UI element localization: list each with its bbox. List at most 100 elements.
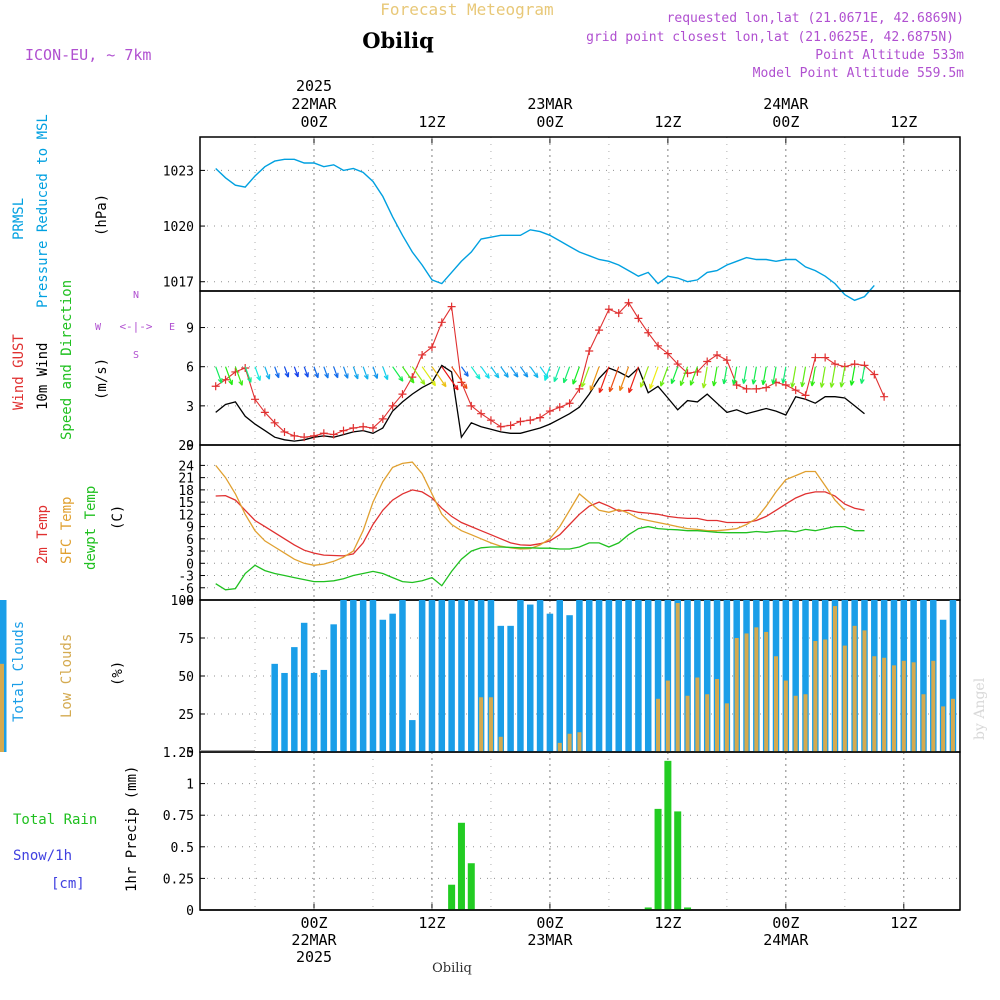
cloud-label-low: Low Clouds <box>59 634 75 718</box>
wind-direction-arrow <box>441 366 459 391</box>
total-cloud-bar <box>271 663 278 752</box>
total-cloud-bar <box>409 720 416 752</box>
wind-gust-marker <box>359 422 368 431</box>
wind-direction-arrow <box>460 366 469 377</box>
total-cloud-bar <box>369 600 377 752</box>
total-cloud-bar <box>949 600 957 752</box>
low-cloud-bar <box>0 663 4 752</box>
top-axis-label: 00Z <box>772 113 799 131</box>
precip-labels: Total Rain Snow/1h [cm] 1hr Precip (mm) <box>13 766 140 892</box>
total-cloud-bar <box>497 625 505 752</box>
total-cloud-bar <box>782 600 790 752</box>
total-cloud-bar <box>399 600 406 752</box>
wind-direction-arrow <box>771 366 777 385</box>
temperature-ytick-label: -3 <box>178 570 194 585</box>
total-cloud-bar <box>723 600 731 752</box>
wind-direction-arrow <box>722 366 728 385</box>
wind-direction-arrow <box>451 366 468 390</box>
wind-gust-marker <box>545 407 554 416</box>
wind-panel: 0 3 6 9 <box>186 290 961 454</box>
wind-gust-marker <box>742 384 751 393</box>
precip-label-cm: [cm] <box>51 876 85 892</box>
wind-direction-arrow <box>392 366 404 382</box>
wind-direction-arrow <box>711 366 718 387</box>
wind-direction-arrow <box>352 366 359 380</box>
low-cloud-bar <box>774 656 779 752</box>
wind-direction-arrow <box>589 366 600 391</box>
bottom-axis-label: 00Z <box>772 914 799 932</box>
low-cloud-bar <box>803 694 808 752</box>
temperature-ytick-label: 18 <box>178 484 194 499</box>
pressure-frame <box>199 136 961 292</box>
wind-direction-arrow <box>500 366 509 378</box>
wind-gust-marker <box>427 343 436 352</box>
compass-w: W <box>95 322 102 333</box>
bottom-axis-label: 2025 <box>296 948 332 966</box>
wind-direction-arrow <box>382 366 389 381</box>
top-axis-label: 12Z <box>890 113 917 131</box>
total-cloud-bar <box>477 600 485 752</box>
low-cloud-bar <box>665 680 670 752</box>
pressure-panel: 1017 1020 1023 <box>163 136 961 302</box>
wind-direction-arrow <box>562 366 571 384</box>
wind-direction-arrow <box>421 366 437 387</box>
low-cloud-bar <box>941 706 946 752</box>
wind-gust-marker <box>221 375 230 384</box>
total-cloud-bar <box>527 604 534 752</box>
wind-gust-marker <box>319 429 328 438</box>
precip-bar <box>654 808 662 910</box>
temperature-ytick-label: 12 <box>178 508 194 523</box>
wind-gust-marker <box>595 326 604 335</box>
low-cloud-bar <box>813 641 818 752</box>
wind-direction-arrow <box>480 366 490 379</box>
total-cloud-bar <box>517 600 524 752</box>
top-axis-label: 12Z <box>654 113 681 131</box>
clouds-ytick-label: 75 <box>178 632 194 647</box>
grid-point-coords: grid point closest lon,lat (21.0625E, 42… <box>586 30 954 45</box>
pressure-series-line <box>215 158 875 302</box>
wind-ytick-label: 3 <box>186 400 194 415</box>
wind-gust-marker <box>329 430 338 439</box>
total-cloud-bar <box>320 669 328 752</box>
top-axis-label: 22MAR <box>291 95 337 113</box>
total-cloud-bar <box>300 622 308 752</box>
wind-unit: (m/s) <box>94 358 110 400</box>
low-cloud-bar <box>567 733 572 752</box>
wind-direction-arrow <box>411 366 426 385</box>
panels-area: 1017102010230369-9-6-3036912151821242902… <box>0 136 961 919</box>
low-cloud-bar <box>695 677 700 752</box>
wind-direction-arrow <box>701 366 708 389</box>
wind-gust-marker <box>693 367 702 376</box>
low-cloud-bar <box>734 638 739 752</box>
wind-gust-marker <box>575 384 584 393</box>
wind-gust-marker <box>368 424 377 433</box>
low-cloud-bar <box>488 697 493 752</box>
total-cloud-bar <box>635 600 642 752</box>
wind-ytick-label: 6 <box>186 361 194 376</box>
wind-gust-marker <box>624 298 633 307</box>
precip-bar <box>664 760 672 910</box>
wind-gust-marker <box>349 424 358 433</box>
wind-gust-marker <box>516 417 525 426</box>
precip-panel: 0 0.25 0.5 0.75 1 1.25 <box>163 746 961 919</box>
wind-gust-marker <box>418 350 427 359</box>
clouds-ytick-label: 50 <box>178 670 194 685</box>
wind-gust-marker <box>811 353 820 362</box>
bottom-axis-label: 12Z <box>654 914 681 932</box>
top-axis-label: 12Z <box>418 113 445 131</box>
top-axis-label: 00Z <box>536 113 563 131</box>
wind-gust-marker <box>467 401 476 410</box>
wind-gust-marker <box>654 341 663 350</box>
low-cloud-bar <box>479 697 484 752</box>
pressure-unit: (hPa) <box>94 194 110 236</box>
wind-direction-arrow <box>659 366 669 387</box>
total-cloud-bar <box>644 600 652 752</box>
wind-direction-arrow <box>274 366 280 379</box>
compass-n: N <box>133 290 139 301</box>
wind-gust-marker <box>644 328 653 337</box>
pressure-label-prmsl: PRMSL <box>11 198 27 240</box>
wind-direction-arrow <box>670 366 679 385</box>
wind-direction-arrow <box>264 366 271 380</box>
